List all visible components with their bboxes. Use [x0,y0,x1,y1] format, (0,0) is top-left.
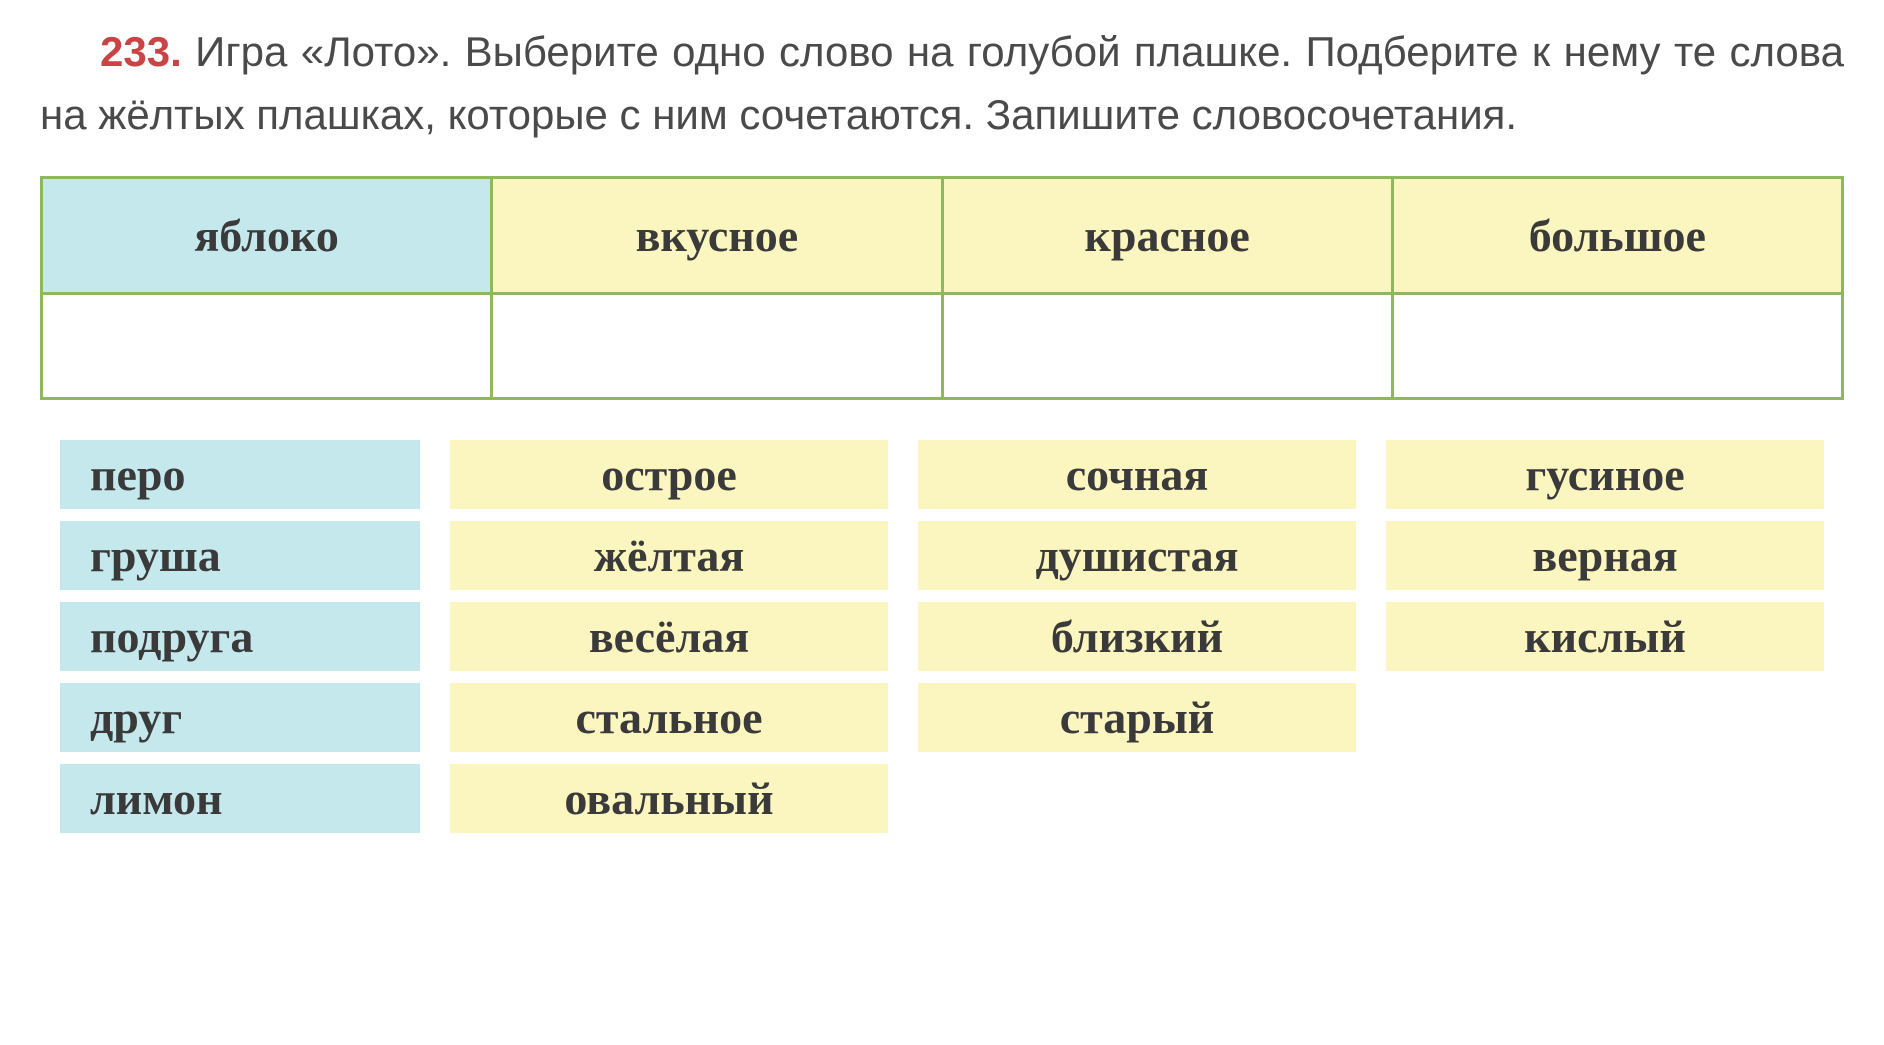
main-example-table: яблоко вкусное красное большое [40,176,1844,400]
blue-header-cell: яблоко [42,178,492,294]
loto-yellow-cell: старый [918,683,1356,752]
loto-yellow-cell: душистая [918,521,1356,590]
exercise-text: 233. Игра «Лото». Выберите одно слово на… [40,20,1844,146]
table-header-row: яблоко вкусное красное большое [42,178,1843,294]
yellow-header-cell: вкусное [492,178,942,294]
loto-row: лимон овальный [60,764,1824,833]
loto-blue-cell: подруга [60,602,420,671]
loto-row: груша жёлтая душистая верная [60,521,1824,590]
loto-yellow-cell: сочная [918,440,1356,509]
exercise-number: 233. [100,28,182,75]
loto-blue-cell: друг [60,683,420,752]
loto-row: подруга весёлая близкий кислый [60,602,1824,671]
empty-cell [492,294,942,399]
empty-cell [942,294,1392,399]
empty-cell [1392,294,1842,399]
loto-row: перо острое сочная гусиное [60,440,1824,509]
loto-blue-cell: лимон [60,764,420,833]
loto-yellow-cell: весёлая [450,602,888,671]
loto-yellow-cell: близкий [918,602,1356,671]
empty-cell [42,294,492,399]
table-empty-row [42,294,1843,399]
loto-yellow-cell: верная [1386,521,1824,590]
exercise-body: Игра «Лото». Выберите одно слово на голу… [40,28,1844,138]
loto-yellow-cell: гусиное [1386,440,1824,509]
loto-row: друг стальное старый [60,683,1824,752]
loto-empty-cell [918,764,1356,833]
loto-yellow-cell: жёлтая [450,521,888,590]
loto-empty-cell [1386,683,1824,752]
yellow-header-cell: большое [1392,178,1842,294]
loto-yellow-cell: кислый [1386,602,1824,671]
yellow-header-cell: красное [942,178,1392,294]
loto-grid: перо острое сочная гусиное груша жёлтая … [40,440,1844,833]
loto-empty-cell [1386,764,1824,833]
loto-yellow-cell: стальное [450,683,888,752]
loto-blue-cell: груша [60,521,420,590]
loto-yellow-cell: овальный [450,764,888,833]
loto-yellow-cell: острое [450,440,888,509]
loto-blue-cell: перо [60,440,420,509]
